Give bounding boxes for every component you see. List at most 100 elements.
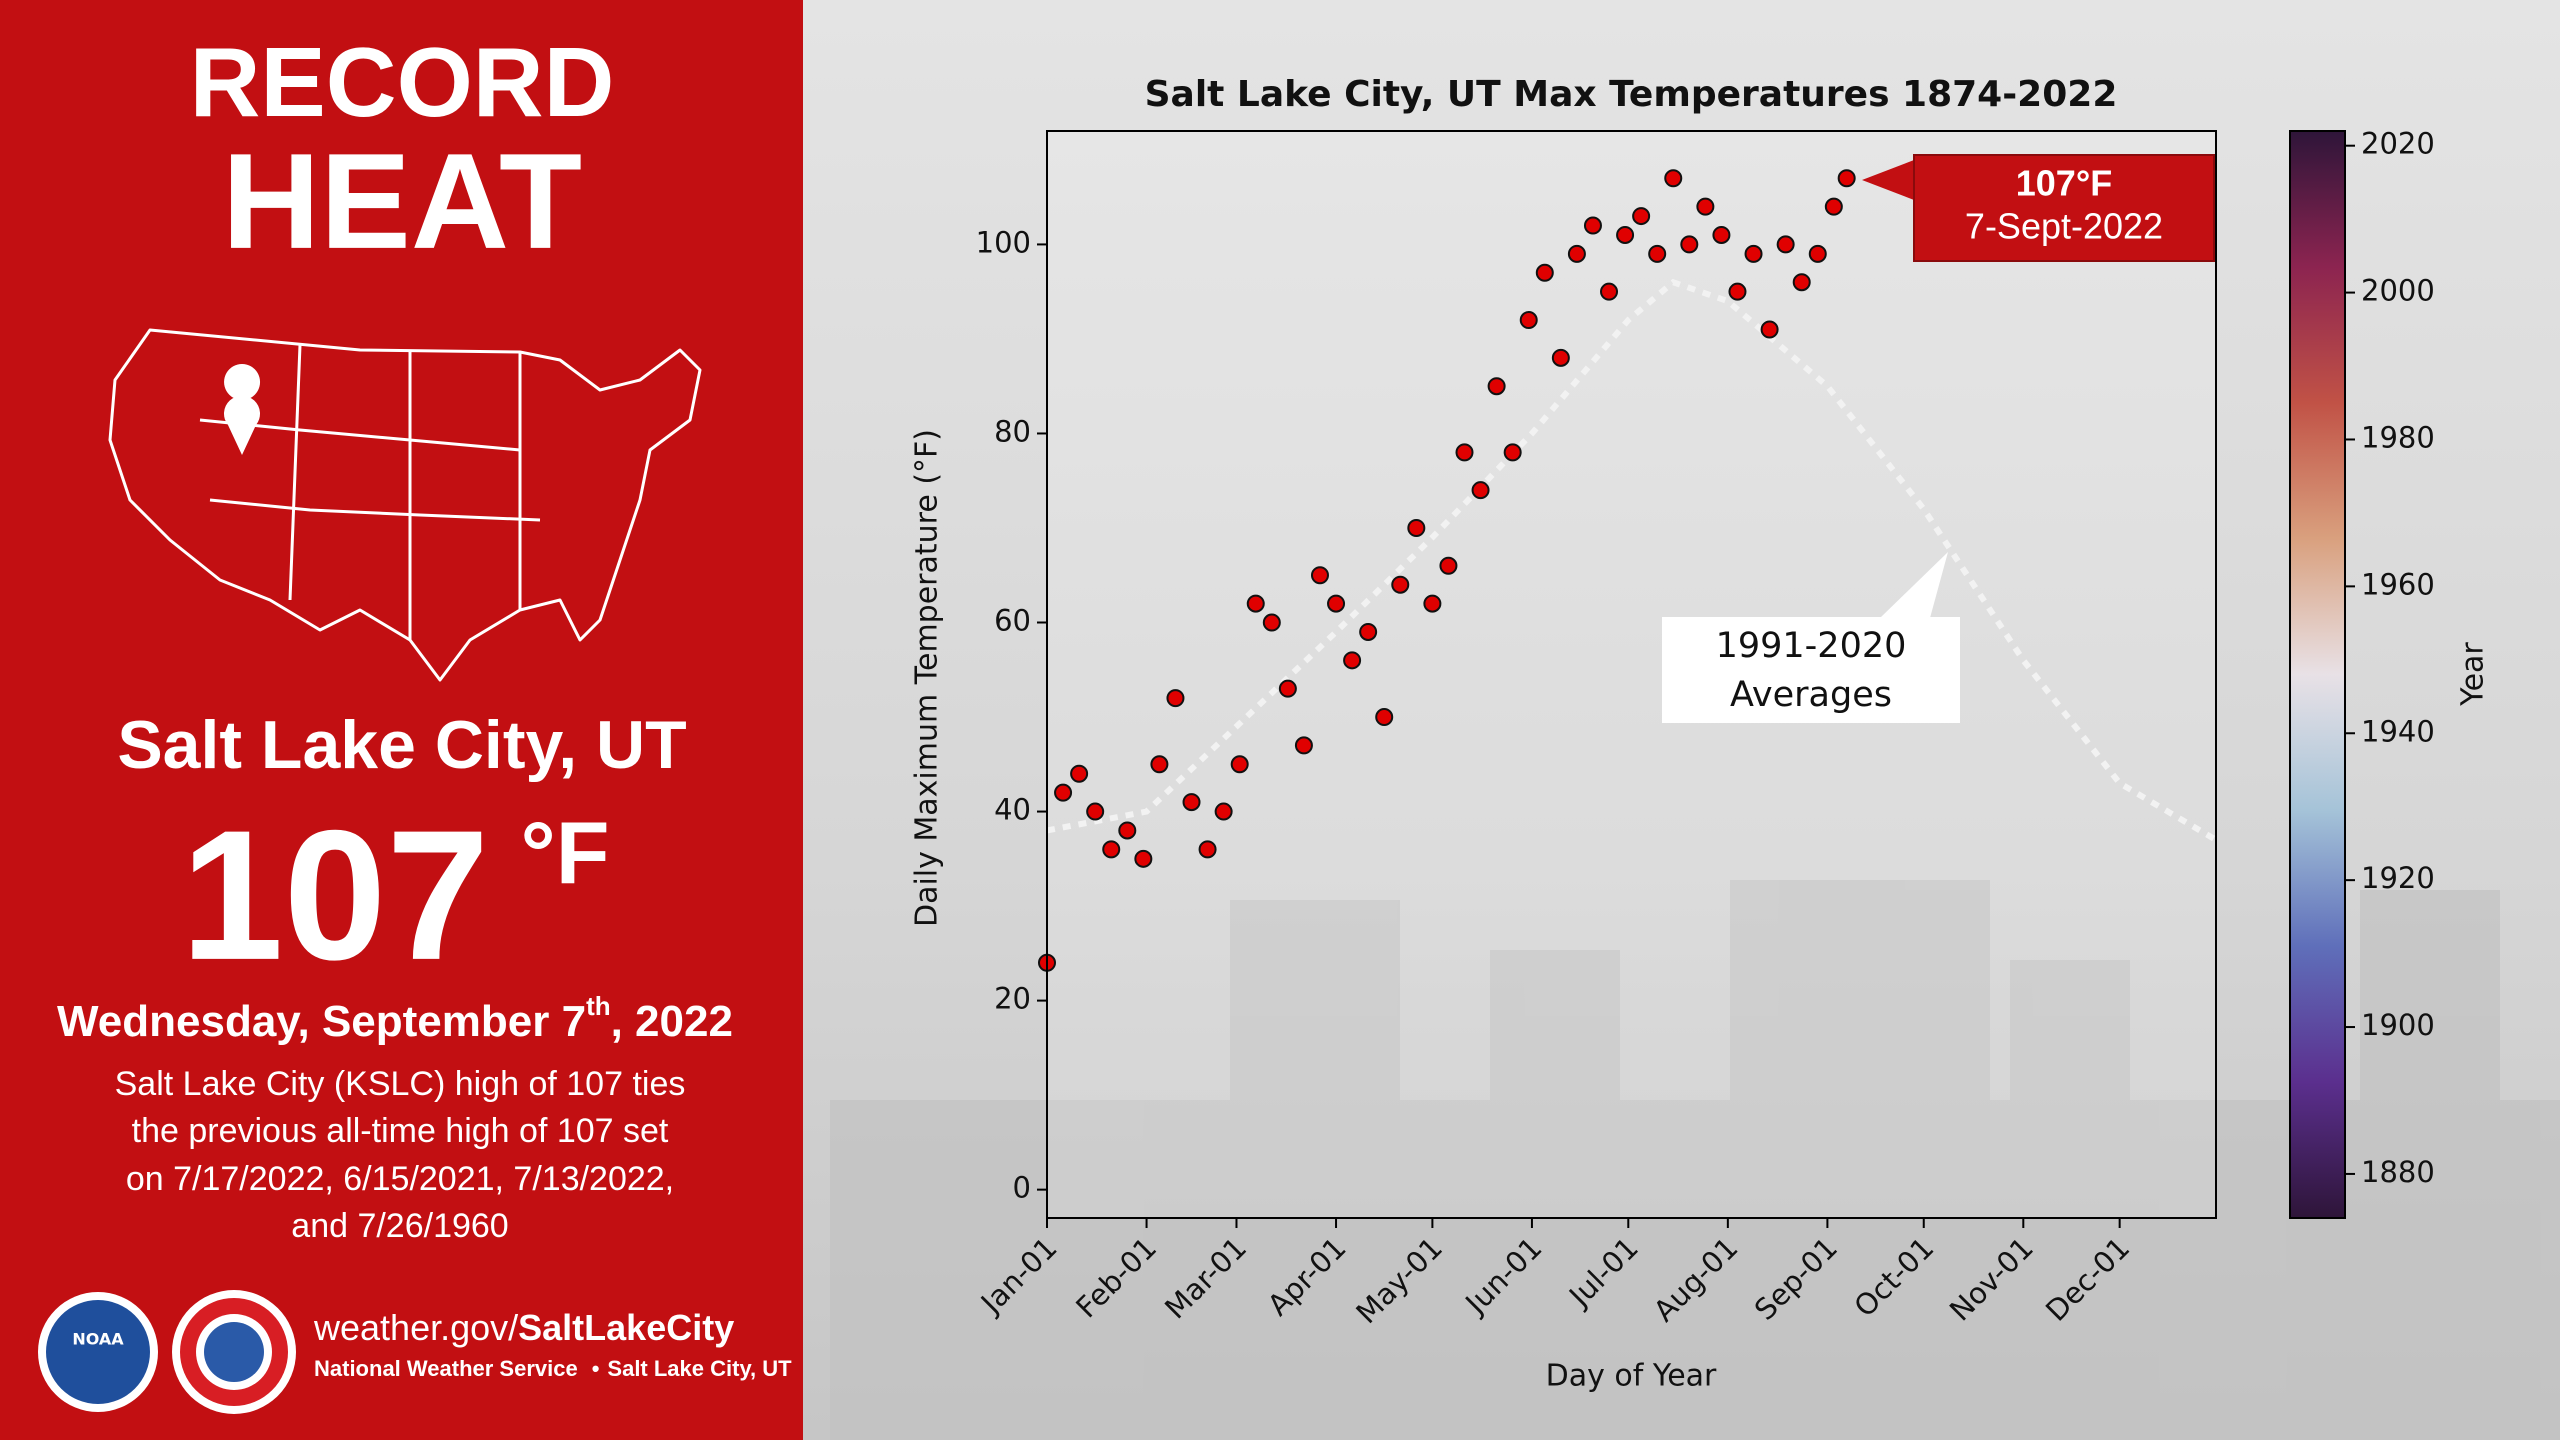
colorbar-tick-label: 1920 [2361, 861, 2435, 895]
point [1359, 622, 1378, 641]
point [1278, 679, 1297, 698]
colorbar [2289, 130, 2346, 1219]
y-tick-label: 20 [994, 982, 1031, 1016]
point [1310, 566, 1329, 585]
colorbar-tick-label: 1900 [2361, 1008, 2435, 1042]
point [1391, 575, 1410, 594]
colorbar-label: Year [2456, 642, 2491, 707]
date-end: , 2022 [611, 997, 733, 1046]
noaa-logo-inner [46, 1300, 150, 1404]
point [1343, 651, 1362, 670]
nws-logo-core [204, 1322, 264, 1382]
point [1600, 282, 1619, 301]
y-tick-label: 100 [976, 225, 1031, 259]
point [1503, 443, 1522, 462]
panel-title: RECORD [190, 27, 615, 137]
point [1054, 783, 1073, 802]
point [1664, 169, 1683, 188]
point [1567, 244, 1586, 263]
point [1118, 821, 1137, 840]
point [1760, 320, 1779, 339]
y-tick-label: 0 [1013, 1171, 1031, 1205]
point [1230, 755, 1249, 774]
point [1439, 556, 1458, 575]
annotation-text: 107°F [2016, 163, 2112, 204]
plot-frame [1046, 130, 2217, 1219]
point [1246, 594, 1265, 613]
colorbar-tick-label: 1980 [2361, 420, 2435, 454]
side-panel [0, 0, 803, 1440]
date-main: Wednesday, September 7 [57, 997, 586, 1046]
point [1824, 197, 1843, 216]
colorbar-tick-label: 2020 [2361, 127, 2435, 161]
point [1616, 225, 1635, 244]
colorbar-tick-label: 1880 [2361, 1155, 2435, 1189]
colorbar-tick-label: 1960 [2361, 567, 2435, 601]
footer-separator: • [592, 1356, 600, 1381]
point [1632, 207, 1651, 226]
point [1070, 764, 1089, 783]
us-map [108, 328, 702, 682]
point [1327, 594, 1346, 613]
record-callout: 107°F 7-Sept-2022 [1862, 154, 2215, 262]
date-sup: th [586, 991, 611, 1021]
average-callout: 1991-2020 Averages [1662, 552, 1960, 723]
panel-title: HEAT [222, 125, 582, 277]
point [1535, 263, 1554, 282]
point [1680, 235, 1699, 254]
point [1583, 216, 1602, 235]
point [1407, 518, 1426, 537]
point [1648, 244, 1667, 263]
footer-site: weather.gov/SaltLakeCity [313, 1307, 734, 1348]
point [1214, 802, 1233, 821]
point [1776, 235, 1795, 254]
colorbar-tick-label: 1940 [2361, 714, 2435, 748]
colorbar-tick-label: 2000 [2361, 274, 2435, 308]
point [1150, 755, 1169, 774]
point [1294, 736, 1313, 755]
x-axis-label: Day of Year [1546, 1359, 1717, 1394]
point [1134, 849, 1153, 868]
footer-org-name: National Weather Service [314, 1356, 578, 1381]
location: Salt Lake City, UT [117, 707, 686, 783]
annotation-text: Averages [1730, 675, 1892, 715]
point [1744, 244, 1763, 263]
point [1519, 311, 1538, 330]
point [1471, 481, 1490, 500]
point [1198, 840, 1217, 859]
skyline [830, 880, 2560, 1440]
point [1551, 348, 1570, 367]
point [1102, 840, 1121, 859]
footer-org: National Weather Service • Salt Lake City,… [314, 1356, 792, 1381]
point [1375, 708, 1394, 727]
plot-area [1047, 131, 2216, 1218]
description-line: Salt Lake City (KSLC) high of 107 ties [115, 1065, 686, 1103]
description-line: on 7/17/2022, 6/15/2021, 7/13/2022, [126, 1160, 674, 1198]
y-axis-label: Daily Maximum Temperature (°F) [910, 429, 945, 927]
y-tick-label: 80 [994, 414, 1031, 448]
annotation-text: 1991-2020 [1716, 626, 1907, 666]
point [1728, 282, 1747, 301]
annotation-text: 7-Sept-2022 [1965, 206, 2163, 247]
date: Wednesday, September 7th, 2022 [57, 991, 733, 1046]
point [1182, 793, 1201, 812]
point [1086, 802, 1105, 821]
point [1792, 273, 1811, 292]
location-pin [224, 364, 261, 455]
average-line [1046, 278, 2218, 843]
point [1166, 689, 1185, 708]
point [1808, 244, 1827, 263]
point [1487, 377, 1506, 396]
y-tick-label: 40 [994, 793, 1031, 827]
noaa-logo-text: NOAA [72, 1330, 124, 1349]
temperature-unit: °F [521, 803, 610, 902]
point [1262, 613, 1281, 632]
footer-site-prefix: weather.gov/ [313, 1307, 518, 1348]
point [1837, 169, 1856, 188]
point [1696, 197, 1715, 216]
y-tick-label: 60 [994, 604, 1031, 638]
description-line: and 7/26/1960 [291, 1207, 508, 1245]
point [1423, 594, 1442, 613]
